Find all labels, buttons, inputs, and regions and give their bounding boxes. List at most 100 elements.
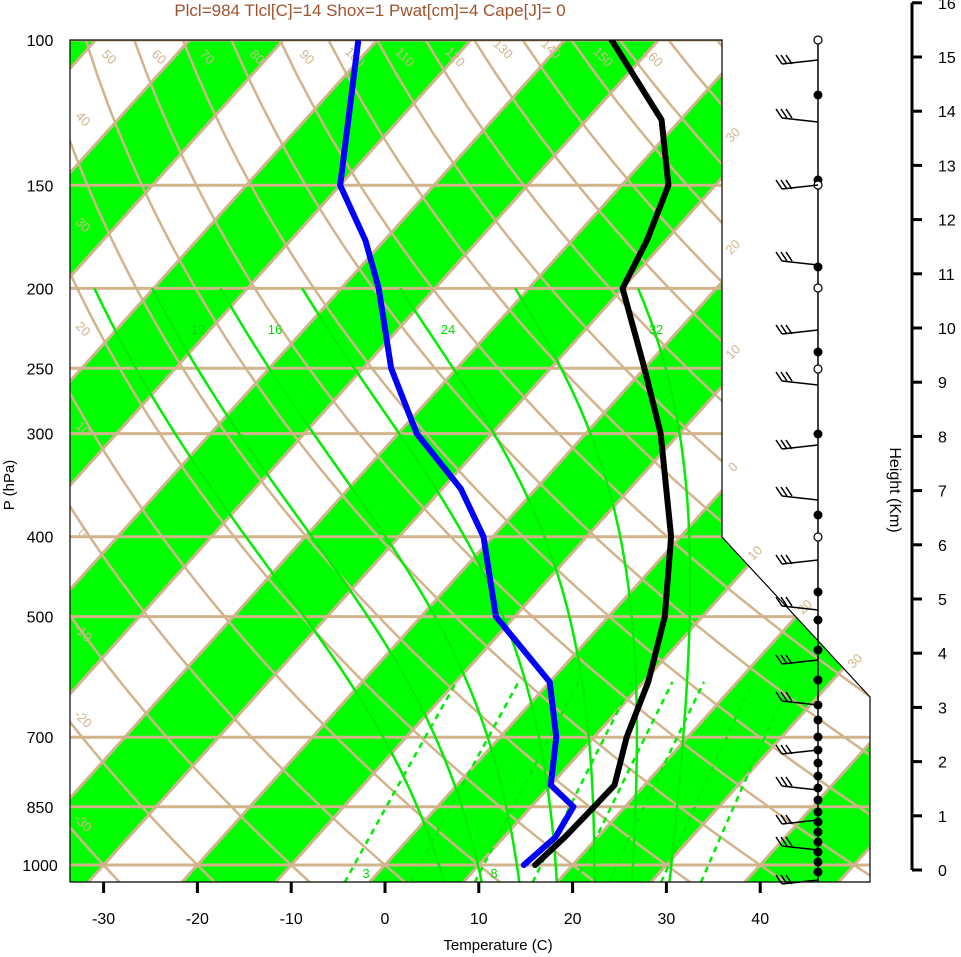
isotherm-side-label: 20 [722, 236, 743, 257]
dry-adiabat-line [375, 40, 870, 882]
wind-barb-feather [780, 744, 788, 755]
wind-marker-filled [813, 827, 823, 837]
height-tick-label: 11 [938, 267, 955, 284]
wind-barb-feather [775, 554, 783, 565]
wind-barb-feather [780, 814, 788, 825]
height-tick-label: 6 [938, 538, 947, 555]
temperature-band [744, 40, 870, 882]
wind-marker-open [813, 283, 823, 293]
isotherm-side-label: 30 [844, 650, 865, 671]
isotherm-bands [70, 40, 870, 882]
isotherm-side-label: 10 [722, 341, 743, 362]
wind-marker-filled [813, 837, 823, 847]
isotherm-label: 50 [99, 46, 120, 67]
wind-barb-feather [780, 251, 788, 262]
dry-adiabat-line [327, 40, 870, 882]
height-tick-label: 8 [938, 429, 947, 446]
temperature-axis: -30 -20 -10 0 10 20 30 40 [92, 882, 769, 928]
dry-adiabat-line [230, 40, 870, 882]
wind-barb-feather [780, 371, 788, 382]
pressure-tick-label: 250 [27, 361, 54, 378]
wind-marker-filled [813, 645, 823, 655]
isotherm-lines [70, 40, 870, 882]
wind-marker-filled [813, 262, 823, 272]
wind-barb-staff [781, 444, 819, 450]
wind-barb-staff [781, 380, 819, 386]
temperature-band [70, 40, 659, 882]
wind-barb-feather [780, 554, 788, 565]
dry-adiabat-line [424, 40, 870, 882]
isotherm-side-label: 10 [744, 542, 765, 563]
mixing-ratio-labels: 12 16 24 32 3 8 [191, 322, 663, 881]
height-tick-label: 9 [938, 375, 947, 392]
moist-adiabat-line [219, 287, 521, 882]
wind-barb-staff [781, 117, 819, 123]
isotherm-line [70, 40, 285, 882]
wind-barb-feather [775, 874, 783, 885]
wind-barb-feather [775, 108, 783, 119]
wind-barb-feather [775, 814, 783, 825]
height-tick-label: 2 [938, 755, 947, 772]
wind-barb-feather [780, 324, 788, 335]
mixing-ratio-line [409, 681, 520, 882]
mixing-ratio-label: 32 [649, 322, 663, 337]
wind-barb-staff [781, 605, 819, 611]
wind-barb-feather [775, 836, 783, 847]
wind-marker-filled [813, 715, 823, 725]
wind-barb-staff [781, 329, 819, 335]
wind-marker-filled [813, 510, 823, 520]
pressure-tick-label: 200 [27, 281, 54, 298]
isotherm-line [70, 40, 660, 882]
wind-barb-staff [781, 879, 819, 885]
height-tick-label: 4 [938, 646, 947, 663]
temperature-trace [532, 40, 675, 868]
temperature-tick-label: 40 [751, 911, 769, 928]
wind-marker-filled [813, 347, 823, 357]
temperature-band [557, 40, 870, 882]
mixing-ratio-label: 8 [490, 866, 497, 881]
dry-adiabat-line [278, 40, 870, 882]
sounding-traces [337, 40, 675, 868]
wind-barb-feather [785, 486, 793, 497]
mixing-ratio-line [531, 681, 634, 882]
wind-barb-feather [775, 596, 783, 607]
wind-barb-staff [781, 59, 819, 65]
wind-barb-staff [781, 785, 819, 791]
chart-title: Plcl=984 Tlcl[C]=14 Shox=1 Pwat[cm]=4 Ca… [174, 1, 565, 20]
moist-adiabat-lines [93, 287, 692, 882]
isotherm-side-labels: 30 20 10 0 10 20 30 [722, 124, 865, 671]
temperature-tick-label: -20 [186, 911, 209, 928]
wind-marker-open [813, 364, 823, 374]
wind-barb-feather [780, 179, 788, 190]
height-tick-label: 7 [938, 484, 947, 501]
wind-marker-filled [813, 867, 823, 877]
isotherm-label: 40 [73, 108, 94, 129]
wind-marker-filled [813, 771, 823, 781]
isotherm-label: 90 [297, 46, 318, 67]
wind-barb-feather [785, 596, 793, 607]
height-tick-label: 16 [938, 0, 956, 13]
wind-barb-staff [781, 260, 819, 266]
isotherm-line [70, 40, 473, 882]
isotherm-line [70, 40, 566, 882]
dry-adiabat-line [181, 40, 870, 882]
wind-marker-filled [813, 587, 823, 597]
mixing-ratio-label: 24 [441, 322, 455, 337]
height-tick-label: 10 [938, 321, 956, 338]
wind-barb-feather [780, 596, 788, 607]
moist-adiabat-line [151, 287, 484, 882]
wind-barb-feather [780, 691, 788, 702]
height-tick-label: 0 [938, 863, 947, 880]
wind-marker-filled [813, 807, 823, 817]
pressure-tick-label: 850 [27, 800, 54, 817]
wind-barb-feather [785, 744, 793, 755]
temperature-tick-label: -30 [92, 911, 115, 928]
isotherm-line [70, 40, 379, 882]
wind-marker-filled [813, 795, 823, 805]
wind-barb-feather [780, 654, 788, 665]
pressure-tick-label: 700 [27, 730, 54, 747]
isotherm-side-label: 0 [725, 459, 741, 475]
pressure-tick-label: 300 [27, 427, 54, 444]
